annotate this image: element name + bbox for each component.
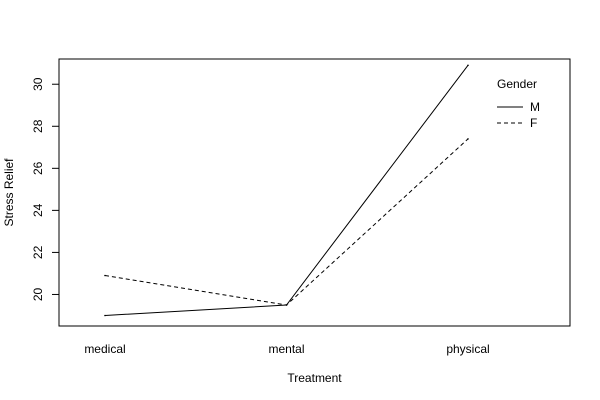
- y-tick-label: 28: [31, 119, 45, 133]
- data-point-f: [467, 138, 469, 140]
- data-point-f: [104, 274, 106, 277]
- y-axis: 20 22 24 26 28 30: [31, 77, 60, 301]
- series-line-m: [104, 64, 469, 316]
- data-point-m: [104, 314, 106, 317]
- data-point-m: [467, 64, 469, 67]
- x-tick-label: physical: [446, 342, 489, 356]
- x-tick-label: medical: [84, 342, 125, 356]
- series-layer: [104, 64, 469, 317]
- y-tick-label: 20: [31, 287, 45, 301]
- legend-title: Gender: [497, 77, 537, 91]
- legend-label-f: F: [530, 116, 537, 130]
- plot-frame: [58, 58, 571, 327]
- y-tick-label: 22: [31, 245, 45, 259]
- x-tick-label: mental: [268, 342, 304, 356]
- legend-label-m: M: [530, 100, 540, 114]
- y-tick-label: 24: [31, 203, 45, 217]
- y-tick-label: 26: [31, 161, 45, 175]
- y-tick-label: 30: [31, 77, 45, 91]
- legend: Gender M F: [497, 77, 540, 130]
- data-point-f: [285, 304, 288, 306]
- series-line-f: [104, 138, 469, 306]
- y-axis-title: Stress Relief: [2, 158, 16, 227]
- x-axis: medical mental physical: [84, 342, 489, 356]
- x-axis-title: Treatment: [287, 371, 342, 385]
